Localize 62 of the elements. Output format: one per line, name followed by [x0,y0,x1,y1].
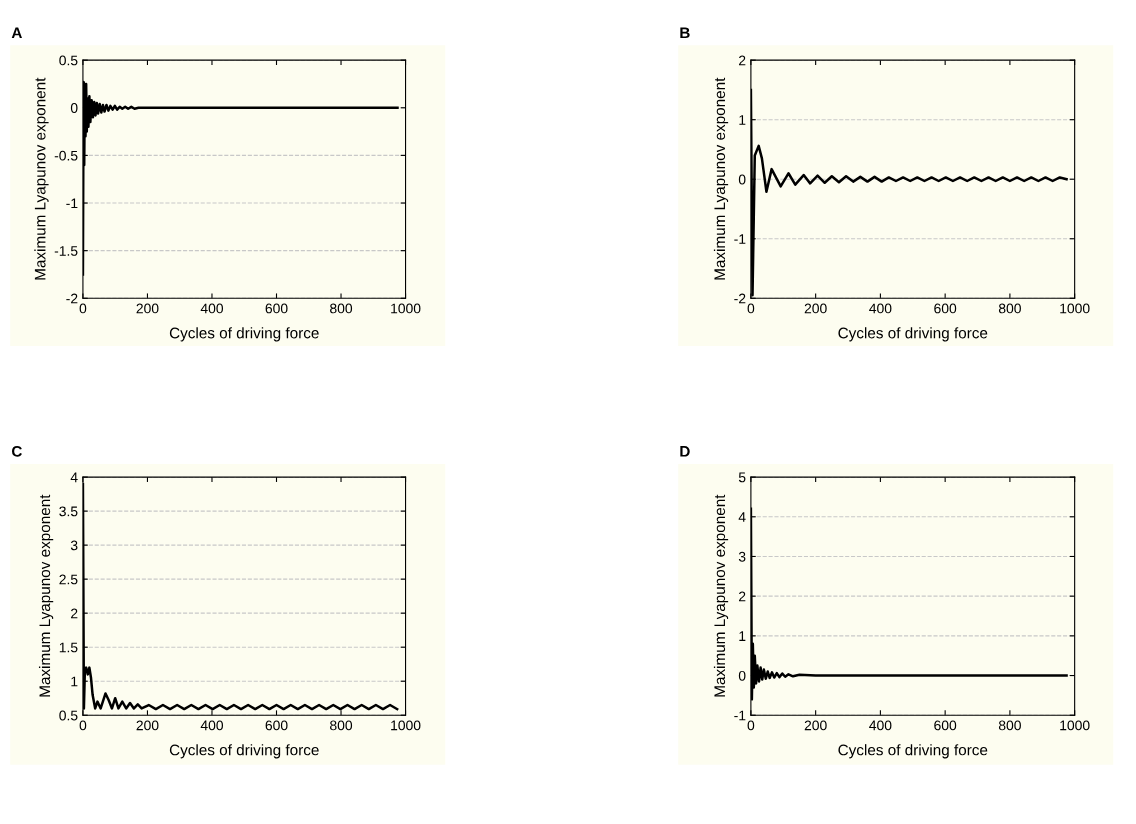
y-tick-label: 0.5 [59,55,78,66]
x-tick-label: 200 [136,720,159,731]
x-tick-label: 600 [265,303,288,314]
x-tick-label: 600 [934,303,957,314]
y-tick-label: -1 [734,234,746,244]
x-tick-label: 400 [869,303,892,314]
x-axis-title: Cycles of driving force [169,744,319,759]
y-tick-label: 1 [739,631,746,641]
y-tick-label: 0 [70,103,78,113]
x-tick-label: 1000 [391,720,421,731]
x-tick-label: 200 [804,720,827,731]
x-axis-title: Cycles of driving force [169,327,319,342]
y-axis-title: Maximum Lyapunov exponent [34,77,49,280]
x-tick-label: 0 [79,303,87,314]
y-tick-label: 3 [738,551,746,562]
y-tick-label: 2 [739,591,746,602]
x-tick-label: 1000 [1060,720,1090,731]
y-tick-label: 4 [70,472,78,483]
x-tick-label: 800 [330,720,353,731]
y-tick-label: 2.5 [59,574,78,585]
x-tick-label: 200 [804,303,827,314]
y-tick-label: -1.5 [54,246,78,256]
y-tick-label: -2 [734,293,746,304]
y-tick-label: -2 [66,293,78,304]
y-tick-label: 4 [738,512,746,522]
x-tick-label: 400 [200,720,224,731]
y-tick-label: -0.5 [54,150,78,161]
chart-title: B [680,27,690,39]
y-tick-label: 0 [738,670,746,681]
y-tick-label: 1 [71,676,78,687]
x-axis-title: Cycles of driving force [838,744,988,759]
x-tick-label: 800 [998,303,1021,314]
x-tick-label: 400 [200,303,224,314]
y-axis-title: Maximum Lyapunov exponent [38,494,54,697]
x-tick-label: 400 [869,720,892,731]
y-axis-title: Maximum Lyapunov exponent [713,77,729,280]
y-tick-label: 1.5 [59,642,78,653]
y-tick-label: 1 [739,115,746,125]
chart-title: C [11,445,22,457]
y-tick-label: -1 [66,198,78,209]
y-tick-label: 0 [738,174,746,185]
x-tick-label: 600 [265,720,288,731]
y-axis-title: Maximum Lyapunov exponent [713,494,729,697]
y-tick-label: 2 [71,608,78,619]
y-tick-label: 3.5 [59,506,78,517]
x-tick-label: 0 [747,720,755,731]
y-tick-label: -1 [734,710,746,721]
x-tick-label: 800 [998,720,1021,731]
x-tick-label: 1000 [1060,303,1090,314]
x-axis-title: Cycles of driving force [838,327,988,342]
y-tick-label: 2 [739,55,746,66]
x-tick-label: 600 [934,720,957,731]
x-tick-label: 0 [79,720,87,731]
chart-title: A [11,27,22,39]
x-tick-label: 200 [136,303,159,314]
x-tick-label: 0 [747,303,755,314]
x-tick-label: 800 [330,303,353,314]
y-tick-label: 5 [738,472,746,483]
y-tick-label: 3 [70,540,78,551]
y-tick-label: 0.5 [59,710,78,721]
chart-title: D [680,446,690,457]
x-tick-label: 1000 [391,303,421,314]
